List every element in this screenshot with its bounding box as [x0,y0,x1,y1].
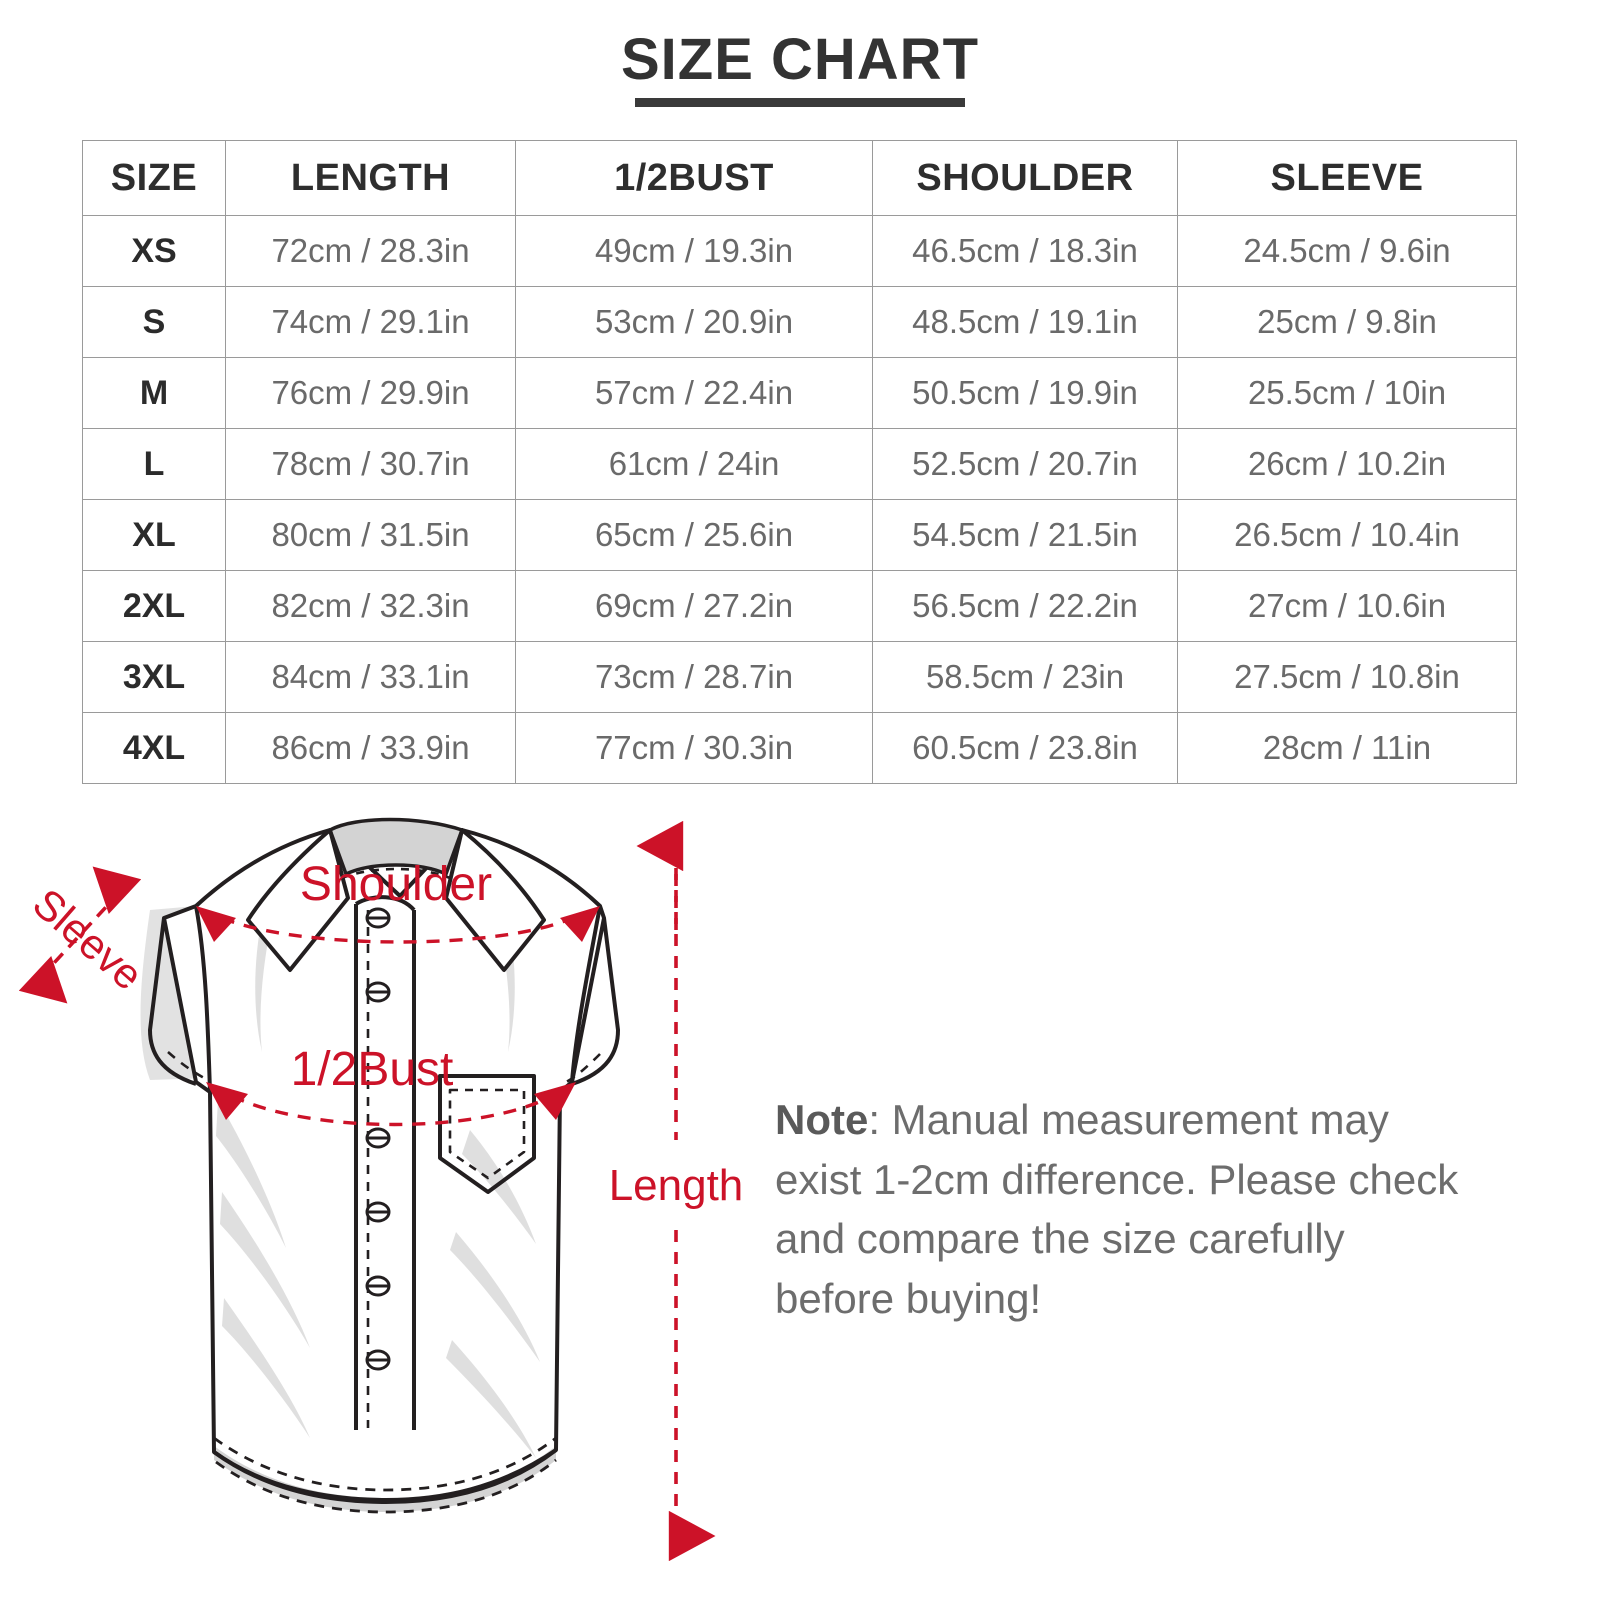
cell-bust: 53cm / 20.9in [515,286,873,358]
cell-size: M [82,357,226,429]
cell-size: XS [82,215,226,287]
shirt-illustration [140,817,621,1514]
cell-sleeve: 26.5cm / 10.4in [1177,499,1517,571]
cell-sleeve: 27.5cm / 10.8in [1177,641,1517,713]
cell-sleeve: 25.5cm / 10in [1177,357,1517,429]
note-label: Note [775,1096,869,1143]
table-row: M 76cm / 29.9in 57cm / 22.4in 50.5cm / 1… [82,357,1517,429]
button [365,1127,391,1149]
cell-bust: 57cm / 22.4in [515,357,873,429]
cell-length: 76cm / 29.9in [225,357,516,429]
cell-shoulder: 56.5cm / 22.2in [872,570,1178,642]
column-header-sleeve: SLEEVE [1177,140,1517,216]
note-paragraph: Note: Manual measurement may exist 1-2cm… [775,1090,1475,1329]
shirt-body [164,830,604,1492]
collar-inner-band [327,817,465,877]
button [365,907,391,929]
cell-size: 2XL [82,570,226,642]
cell-sleeve: 24.5cm / 9.6in [1177,215,1517,287]
table-row: S 74cm / 29.1in 53cm / 20.9in 48.5cm / 1… [82,286,1517,358]
chest-pocket [438,1074,536,1194]
sleeve-label: Sleeve [24,879,152,999]
table-row: 4XL 86cm / 33.9in 77cm / 30.3in 60.5cm /… [82,712,1517,784]
length-label: Length [609,1161,744,1210]
bust-label: 1/2Bust [291,1043,454,1096]
cell-shoulder: 48.5cm / 19.1in [872,286,1178,358]
size-chart-table: SIZE LENGTH 1/2BUST SHOULDER SLEEVE XS 7… [82,140,1517,784]
page-title: SIZE CHART [621,27,979,92]
table-header-row: SIZE LENGTH 1/2BUST SHOULDER SLEEVE [82,140,1517,216]
right-armhole-seam [570,905,602,1083]
hem-shade [214,1446,556,1512]
shoulder-measure-line [196,906,600,944]
cell-bust: 69cm / 27.2in [515,570,873,642]
cell-length: 82cm / 32.3in [225,570,516,642]
button [365,981,391,1003]
cell-shoulder: 50.5cm / 19.9in [872,357,1178,429]
cell-length: 80cm / 31.5in [225,499,516,571]
button [365,1349,391,1371]
fabric-shading [216,918,540,1458]
cell-length: 78cm / 30.7in [225,428,516,500]
placket-top [354,895,416,912]
table-header: SIZE LENGTH 1/2BUST SHOULDER SLEEVE [82,140,1517,216]
title-underline-rule [635,97,965,107]
table-row: XS 72cm / 28.3in 49cm / 19.3in 46.5cm / … [82,215,1517,287]
cell-sleeve: 26cm / 10.2in [1177,428,1517,500]
note-block: Note: Manual measurement may exist 1-2cm… [775,1048,1475,1371]
table-body: XS 72cm / 28.3in 49cm / 19.3in 46.5cm / … [82,215,1517,784]
cell-bust: 49cm / 19.3in [515,215,873,287]
left-armhole-seam [194,905,212,1093]
right-cuff-stitch [565,1053,601,1084]
cell-bust: 61cm / 24in [515,428,873,500]
cell-sleeve: 27cm / 10.6in [1177,570,1517,642]
hem-edge [212,1448,558,1505]
page-title-block: SIZE CHART [0,27,1600,107]
cell-shoulder: 46.5cm / 18.3in [872,215,1178,287]
cell-length: 84cm / 33.1in [225,641,516,713]
column-header-length: LENGTH [225,140,516,216]
column-header-shoulder: SHOULDER [872,140,1178,216]
button [365,1275,391,1297]
cell-bust: 73cm / 28.7in [515,641,873,713]
cell-size: XL [82,499,226,571]
cell-bust: 65cm / 25.6in [515,499,873,571]
cell-shoulder: 60.5cm / 23.8in [872,712,1178,784]
column-header-size: SIZE [82,140,226,216]
cell-sleeve: 28cm / 11in [1177,712,1517,784]
cell-length: 86cm / 33.9in [225,712,516,784]
chest-pocket-stitch [448,1088,526,1180]
note-body: : Manual measurement may exist 1-2cm dif… [775,1096,1459,1322]
cell-size: S [82,286,226,358]
table-row: 3XL 84cm / 33.1in 73cm / 28.7in 58.5cm /… [82,641,1517,713]
button [365,1201,391,1223]
collar-right-point [444,828,546,972]
bust-measure-line [206,1082,576,1127]
cell-length: 72cm / 28.3in [225,215,516,287]
hem-stitch-upper [213,1436,557,1492]
cell-shoulder: 54.5cm / 21.5in [872,499,1178,571]
shirt-measurement-diagram: Shoulder 1/2Bust Length Sleeve [0,800,790,1590]
button-placket [354,904,416,1430]
table-row: 2XL 82cm / 32.3in 69cm / 27.2in 56.5cm /… [82,570,1517,642]
cell-length: 74cm / 29.1in [225,286,516,358]
table-row: XL 80cm / 31.5in 65cm / 25.6in 54.5cm / … [82,499,1517,571]
left-cuff-edge [147,917,197,1086]
right-cuff-edge [571,917,621,1086]
cell-size: 3XL [82,641,226,713]
shoulder-label: Shoulder [300,858,492,911]
cell-bust: 77cm / 30.3in [515,712,873,784]
cell-shoulder: 58.5cm / 23in [872,641,1178,713]
column-header-bust: 1/2BUST [515,140,873,216]
cell-shoulder: 52.5cm / 20.7in [872,428,1178,500]
cell-sleeve: 25cm / 9.8in [1177,286,1517,358]
hem-stitch-lower [215,1458,557,1514]
table-row: L 78cm / 30.7in 61cm / 24in 52.5cm / 20.… [82,428,1517,500]
cell-size: L [82,428,226,500]
cell-size: 4XL [82,712,226,784]
left-cuff-stitch [167,1051,209,1082]
